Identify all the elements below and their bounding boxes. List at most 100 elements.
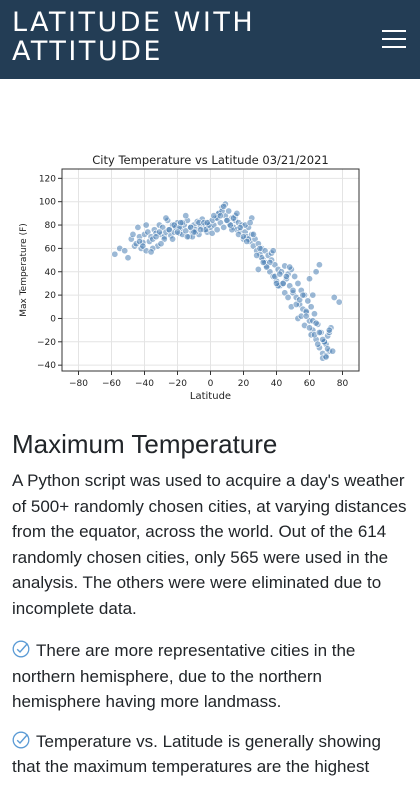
x-axis-label: Latitude — [190, 391, 231, 402]
data-point — [129, 230, 137, 238]
list-item: There are more representative cities in … — [12, 638, 408, 715]
x-tick-label: 20 — [238, 379, 250, 389]
data-point — [136, 237, 144, 245]
data-point — [160, 235, 168, 243]
x-tick-label: −40 — [135, 379, 154, 389]
data-point — [292, 300, 300, 308]
hamburger-menu-icon[interactable] — [382, 28, 406, 50]
main-content: Maximum Temperature A Python script was … — [12, 424, 412, 794]
data-point — [144, 228, 152, 236]
list-item: Temperature vs. Latitude is generally sh… — [12, 729, 408, 780]
data-point — [276, 270, 284, 278]
chart-grid — [62, 169, 359, 371]
data-point — [155, 228, 163, 236]
data-point — [190, 228, 198, 236]
data-point — [233, 209, 241, 217]
y-tick-label: 80 — [45, 221, 57, 231]
brand-title[interactable]: LATITUDE WITH ATTITUDE — [12, 7, 256, 67]
data-point — [272, 279, 280, 287]
data-point — [226, 221, 234, 229]
x-axis-ticks: −80 −60 −40 −20 0 20 40 60 80 — [69, 371, 348, 389]
data-point — [223, 216, 231, 224]
data-point — [210, 212, 218, 220]
list-item-text: There are more representative cities in … — [12, 641, 356, 711]
data-point — [312, 268, 320, 276]
list-item-text: Temperature vs. Latitude is generally sh… — [12, 731, 381, 777]
data-point — [183, 233, 191, 241]
x-tick-label: −60 — [102, 379, 121, 389]
data-point — [152, 233, 160, 241]
data-point — [159, 223, 167, 231]
y-axis-label: Max Temperature (F) — [19, 223, 29, 317]
data-point — [111, 250, 119, 258]
data-point — [225, 207, 233, 215]
data-point — [134, 223, 142, 231]
check-circle-icon — [12, 731, 30, 748]
data-point — [329, 347, 337, 355]
y-tick-label: 120 — [39, 174, 56, 184]
data-point — [254, 265, 262, 273]
data-point — [139, 242, 147, 250]
y-tick-label: −20 — [37, 338, 56, 348]
data-point — [302, 312, 310, 320]
data-point — [286, 282, 294, 290]
data-point — [249, 230, 257, 238]
data-point — [182, 212, 190, 220]
data-point — [314, 340, 322, 348]
data-point — [187, 223, 195, 231]
data-point — [121, 247, 129, 255]
scatter-plot: −80 −60 −40 −20 0 20 40 60 80 120 100 80 60 40 20 0 −20… — [19, 153, 360, 402]
data-point — [162, 214, 170, 222]
data-point — [296, 296, 304, 304]
data-point — [246, 219, 254, 227]
data-point — [266, 268, 274, 276]
data-point — [284, 293, 292, 301]
data-point — [310, 310, 318, 318]
y-tick-label: 40 — [45, 268, 57, 278]
data-point — [170, 221, 178, 229]
data-point — [312, 319, 320, 327]
y-axis-ticks: 120 100 80 60 40 20 0 −20 −40 — [37, 174, 62, 371]
chart-points — [111, 200, 343, 362]
data-point — [319, 335, 327, 343]
data-point — [335, 298, 343, 306]
data-point — [330, 293, 338, 301]
chart-title: City Temperature vs Latitude 03/21/2021 — [92, 153, 328, 167]
data-point — [253, 251, 261, 259]
data-point — [281, 289, 289, 297]
data-point — [294, 279, 302, 287]
y-tick-label: 0 — [50, 314, 56, 324]
y-tick-label: 60 — [45, 244, 57, 254]
data-point — [315, 261, 323, 269]
data-point — [269, 247, 277, 255]
data-point — [220, 223, 228, 231]
data-point — [259, 258, 267, 266]
x-tick-label: 40 — [271, 379, 283, 389]
data-point — [299, 291, 307, 299]
data-point — [307, 303, 315, 311]
data-point — [305, 275, 313, 283]
data-point — [304, 297, 312, 305]
data-point — [213, 226, 221, 234]
findings-list: There are more representative cities in … — [12, 638, 412, 780]
data-point — [197, 226, 205, 234]
navbar: LATITUDE WITH ATTITUDE — [0, 0, 420, 79]
x-tick-label: −80 — [69, 379, 88, 389]
y-tick-label: 100 — [39, 198, 56, 208]
x-tick-label: 60 — [304, 379, 316, 389]
data-point — [279, 279, 287, 287]
data-point — [169, 235, 177, 243]
data-point — [315, 328, 323, 336]
data-point — [220, 202, 228, 210]
section-title: Maximum Temperature — [12, 429, 278, 459]
data-point — [322, 353, 330, 361]
data-point — [174, 228, 182, 236]
data-point — [157, 240, 165, 248]
data-point — [216, 212, 224, 220]
data-point — [208, 229, 216, 237]
check-circle-icon — [12, 640, 30, 658]
data-point — [256, 244, 264, 252]
data-point — [230, 214, 238, 222]
data-point — [325, 326, 333, 334]
data-point — [305, 324, 313, 332]
